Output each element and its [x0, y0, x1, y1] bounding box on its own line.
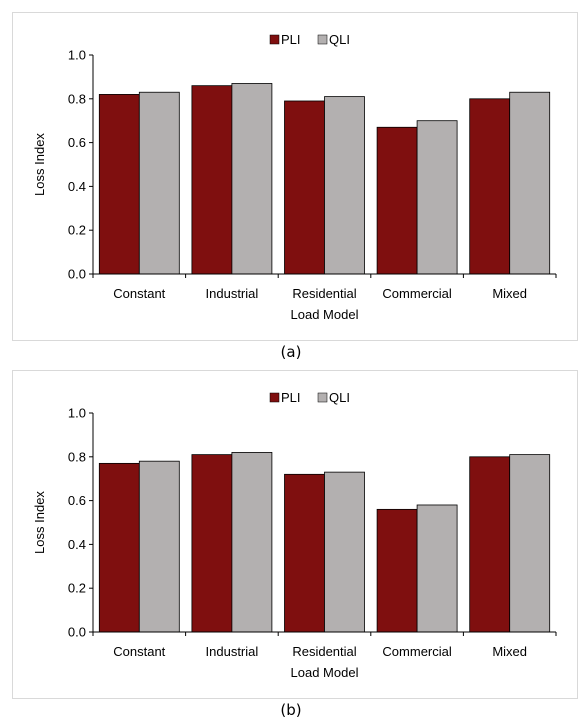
bar-pli-mixed	[469, 98, 511, 275]
bar-pli-industrial	[191, 454, 233, 633]
y-tick-label: 1.0	[68, 48, 86, 63]
bar-pli-commercial	[376, 126, 418, 275]
y-tick-label: 0.0	[68, 625, 86, 640]
bar-qli-residential	[324, 471, 365, 633]
legend-swatch-pli	[269, 34, 280, 45]
legend-label-qli: QLI	[329, 32, 350, 47]
x-tick-label: Constant	[113, 286, 165, 301]
legend: PLI QLI	[269, 390, 350, 405]
x-tick-label: Commercial	[382, 286, 451, 301]
x-tick-label: Residential	[292, 644, 356, 659]
bar-pli-industrial	[191, 85, 233, 275]
bar-qli-industrial	[231, 83, 273, 275]
x-axis-title: Load Model	[291, 307, 359, 322]
legend-swatch-qli	[317, 34, 328, 45]
legend-swatch-qli	[317, 392, 328, 403]
chart-panel-b: 0.0 0.2 0.4 0.6 0.8 1.0 Constant Industrial Resi…	[12, 370, 578, 699]
x-tick-label: Industrial	[206, 286, 259, 301]
legend-label-qli: QLI	[329, 390, 350, 405]
y-tick-label: 0.4	[68, 179, 86, 194]
x-tick-label: Mixed	[492, 286, 527, 301]
bar-qli-commercial	[416, 120, 458, 275]
bar-pli-commercial	[376, 508, 418, 633]
bar-qli-commercial	[416, 504, 458, 633]
y-tick-label: 0.6	[68, 135, 86, 150]
caption-b: (b)	[280, 701, 302, 719]
bar-pli-constant	[98, 462, 140, 633]
y-tick-label: 0.8	[68, 449, 86, 464]
legend-swatch-pli	[269, 392, 280, 403]
bar-pli-constant	[98, 94, 140, 275]
x-tick-label: Residential	[292, 286, 356, 301]
bar-qli-mixed	[509, 454, 551, 633]
y-tick-label: 0.2	[68, 581, 86, 596]
bar-qli-constant	[138, 460, 180, 633]
x-axis-title: Load Model	[291, 665, 359, 680]
bar-pli-mixed	[469, 456, 511, 633]
legend-label-pli: PLI	[281, 390, 301, 405]
y-tick-label: 1.0	[68, 406, 86, 421]
y-axis-title: Loss Index	[32, 491, 47, 554]
y-tick-label: 0.8	[68, 91, 86, 106]
y-tick-label: 0.6	[68, 493, 86, 508]
x-tick-label: Commercial	[382, 644, 451, 659]
bar-chart-b: 0.0 0.2 0.4 0.6 0.8 1.0 Constant Industrial Resi…	[32, 390, 557, 680]
legend-label-pli: PLI	[281, 32, 301, 47]
bar-pli-residential	[284, 473, 325, 633]
y-tick-label: 0.4	[68, 537, 86, 552]
y-tick-label: 0.0	[68, 267, 86, 282]
chart-panel-a: 0.0 0.2 0.4 0.6 0.8 1.0 Constant Industrial Resi…	[12, 12, 578, 341]
y-axis-title: Loss Index	[32, 133, 47, 196]
x-tick-label: Mixed	[492, 644, 527, 659]
x-tick-label: Constant	[113, 644, 165, 659]
bar-chart-a: 0.0 0.2 0.4 0.6 0.8 1.0 Constant Industrial Resi…	[32, 32, 557, 322]
legend: PLI QLI	[269, 32, 350, 47]
bar-pli-residential	[284, 100, 325, 275]
bar-qli-constant	[138, 91, 180, 275]
caption-a: (a)	[280, 343, 302, 361]
bar-qli-mixed	[509, 91, 551, 275]
bar-qli-industrial	[231, 452, 273, 633]
x-tick-label: Industrial	[206, 644, 259, 659]
y-tick-label: 0.2	[68, 223, 86, 238]
bar-qli-residential	[324, 96, 365, 275]
